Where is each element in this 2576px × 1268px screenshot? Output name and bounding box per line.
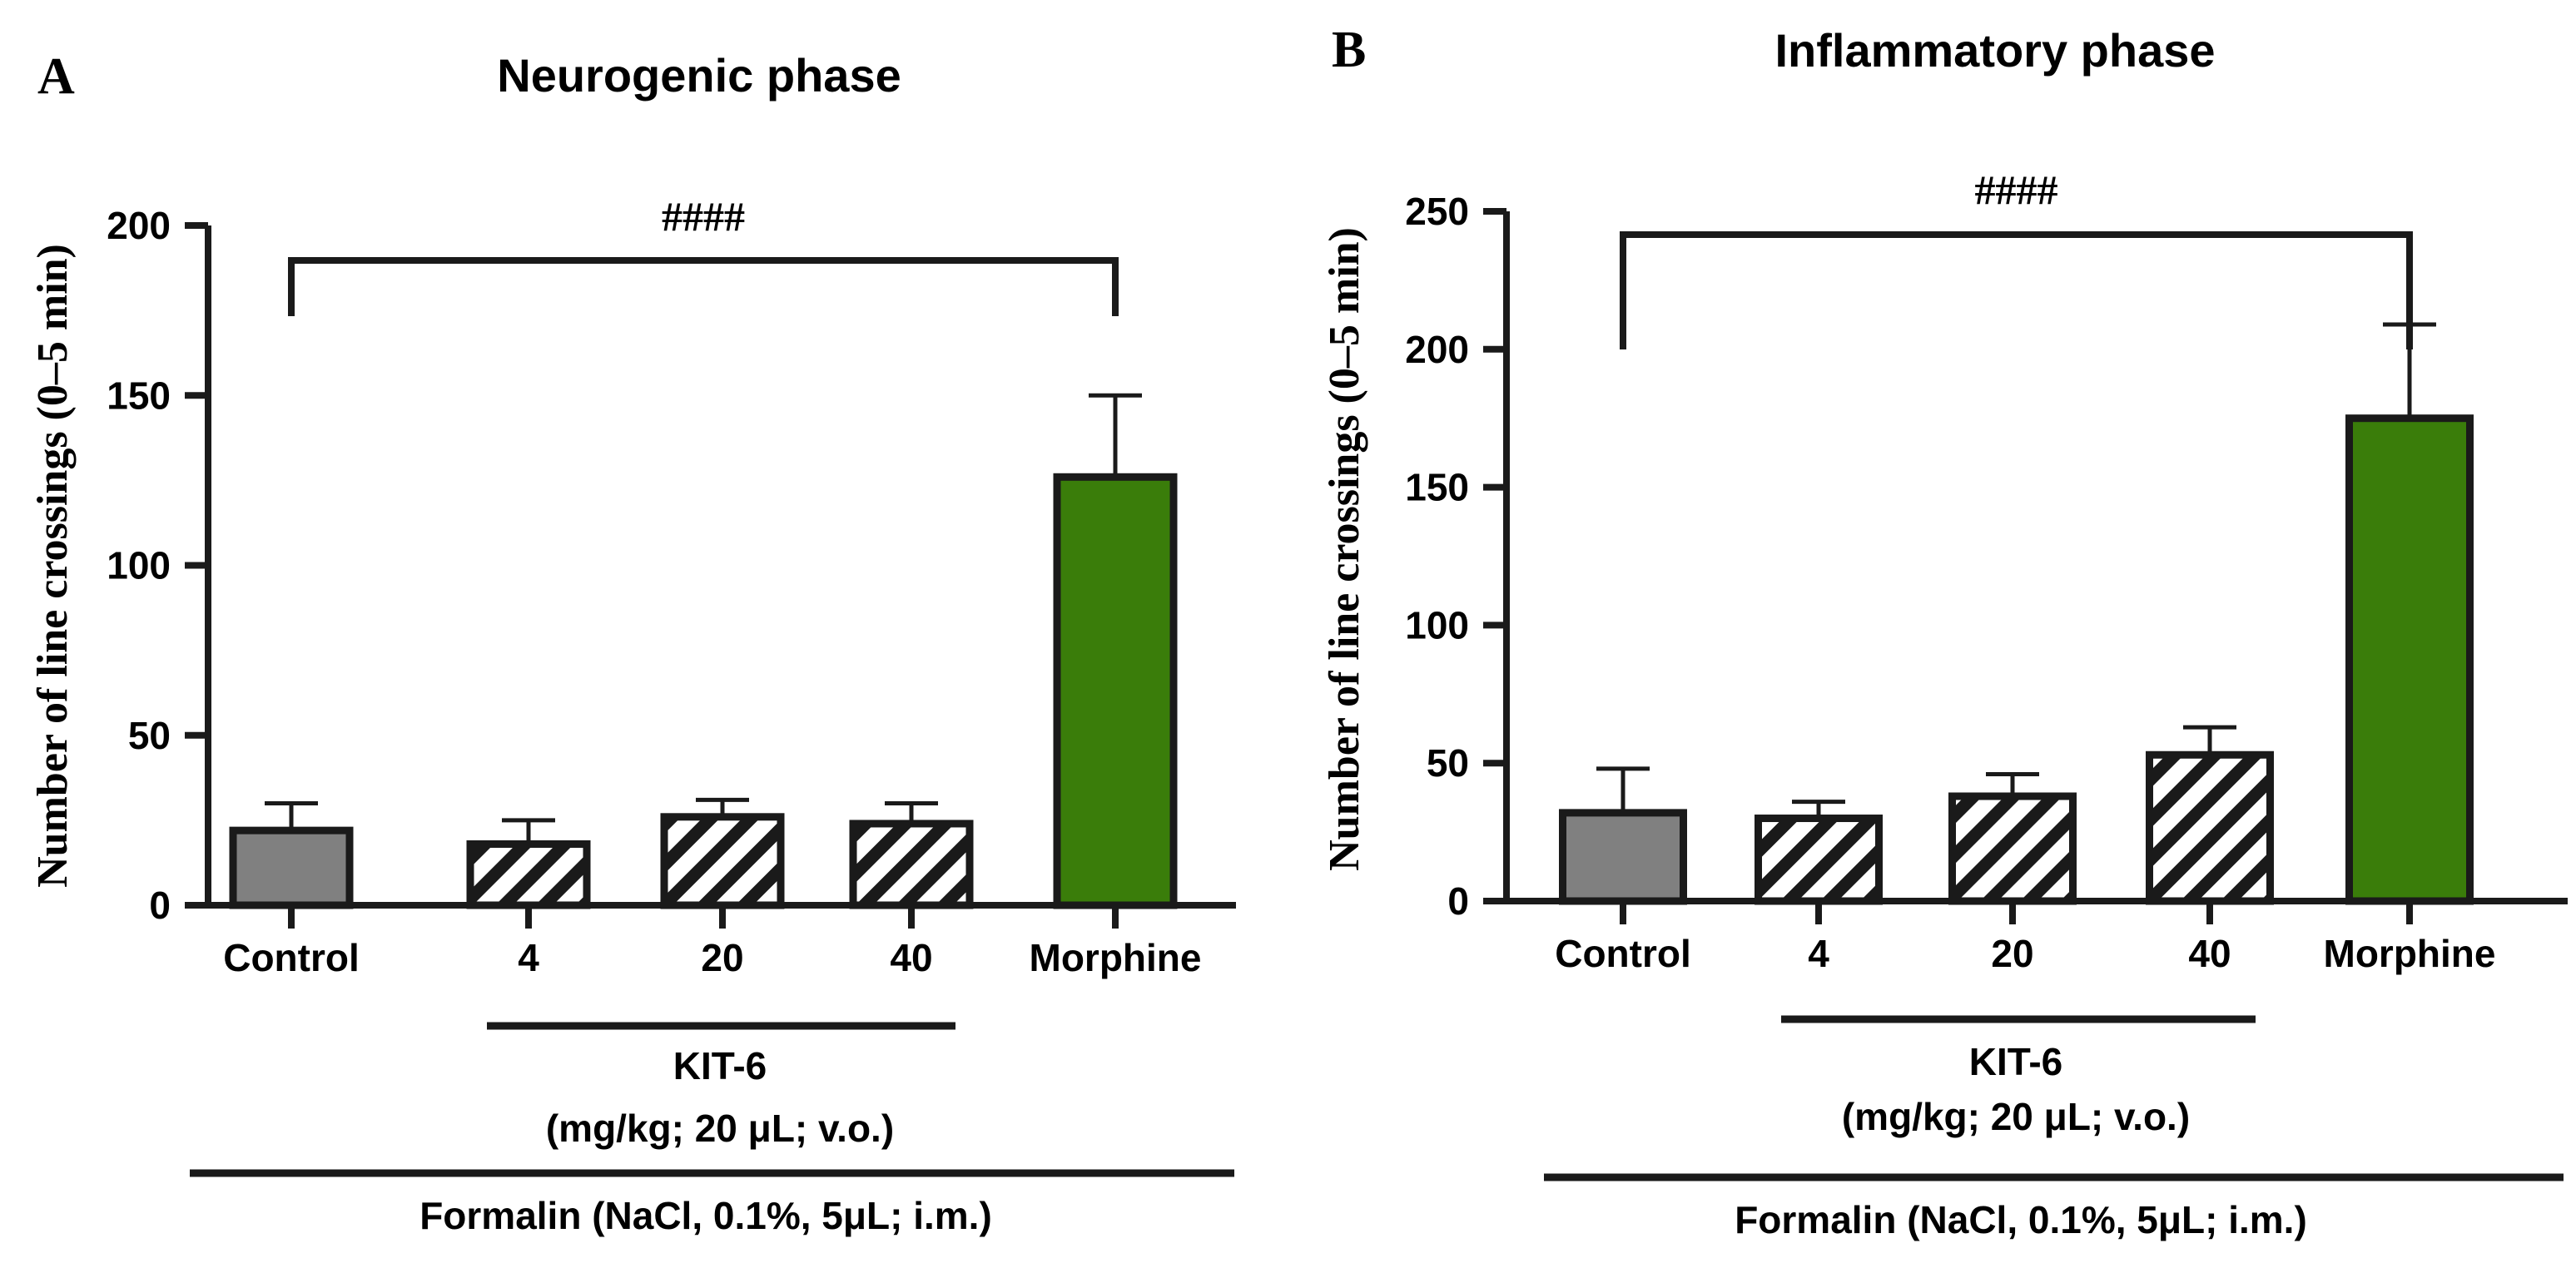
x-tick-label: 4 xyxy=(518,936,539,979)
significance-label: #### xyxy=(662,193,745,240)
y-tick-label: 50 xyxy=(128,714,171,757)
panel-b: B Inflammatory phase Number of line cros… xyxy=(1321,22,2568,1241)
x-tick-label: 40 xyxy=(890,936,932,979)
bar-control xyxy=(1559,809,1687,905)
bar-20 xyxy=(660,813,785,909)
x-tick-label: 4 xyxy=(1808,932,1829,975)
y-axis-label: Number of line crossings (0–5 min) xyxy=(29,244,77,888)
plot-area: 0 50 100 150 200 Control 4 20 40 Morphine #### xyxy=(107,193,1236,979)
footer-label: Formalin (NaCl, 0.1%, 5μL; i.m.) xyxy=(1735,1198,2307,1241)
y-tick-label: 150 xyxy=(1405,466,1469,509)
group-label-line2: (mg/kg; 20 μL; v.o.) xyxy=(1842,1095,2190,1138)
bar-4 xyxy=(466,840,591,909)
y-tick-label: 0 xyxy=(1447,879,1469,923)
x-tick-label: 20 xyxy=(1991,932,2033,975)
x-tick-label: 20 xyxy=(701,936,743,979)
panel-label: A xyxy=(37,48,75,105)
y-tick-label: 150 xyxy=(107,374,171,417)
bar-morphine xyxy=(1053,473,1178,909)
y-axis-label: Number of line crossings (0–5 min) xyxy=(1321,227,1368,871)
bar-40 xyxy=(849,820,974,909)
bar-morphine xyxy=(2345,414,2474,905)
x-tick-label: Morphine xyxy=(2324,932,2496,975)
y-tick-label: 200 xyxy=(107,204,171,247)
group-annotation: KIT-6 (mg/kg; 20 μL; v.o.) Formalin (NaC… xyxy=(190,1022,1234,1237)
significance-bracket xyxy=(1620,231,2413,349)
chart-title: Inflammatory phase xyxy=(1774,24,2215,77)
group-label-line1: KIT-6 xyxy=(673,1044,767,1087)
y-tick-label: 100 xyxy=(107,544,171,587)
y-tick-label: 50 xyxy=(1427,741,1469,785)
bar-20 xyxy=(1948,792,2077,905)
group-annotation: KIT-6 (mg/kg; 20 μL; v.o.) Formalin (NaC… xyxy=(1544,1015,2564,1241)
x-tick-label: 40 xyxy=(2188,932,2231,975)
panel-label: B xyxy=(1332,22,1366,78)
y-tick-label: 200 xyxy=(1405,328,1469,371)
x-tick-label: Control xyxy=(1555,932,1691,975)
footer-label: Formalin (NaCl, 0.1%, 5μL; i.m.) xyxy=(419,1194,992,1237)
x-tick-label: Morphine xyxy=(1030,936,1202,979)
y-tick-label: 0 xyxy=(149,884,171,927)
bar-40 xyxy=(2146,750,2274,905)
x-tick-label: Control xyxy=(223,936,360,979)
plot-area: 0 50 100 150 200 250 Control 4 20 40 Morphine #### xyxy=(1405,166,2568,975)
bar-control xyxy=(229,826,354,909)
significance-label: #### xyxy=(1975,166,2058,213)
significance-bracket xyxy=(288,257,1119,316)
bar-4 xyxy=(1755,815,1883,905)
y-tick-label: 250 xyxy=(1405,190,1469,233)
y-tick-label: 100 xyxy=(1405,603,1469,646)
group-label-line2: (mg/kg; 20 μL; v.o.) xyxy=(546,1107,894,1150)
group-label-line1: KIT-6 xyxy=(1969,1040,2062,1083)
chart-title: Neurogenic phase xyxy=(497,49,901,102)
panel-a: A Neurogenic phase Number of line crossi… xyxy=(29,48,1236,1237)
